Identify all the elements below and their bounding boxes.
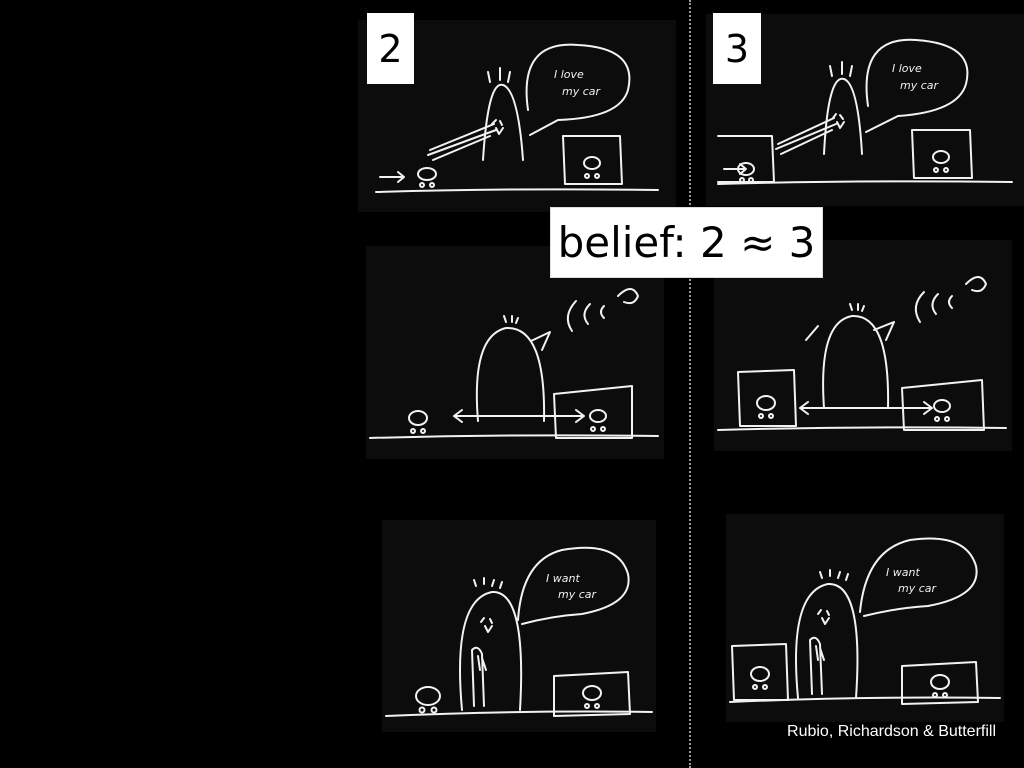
panel-number-2: 2 (367, 13, 414, 84)
sketch-panel-left-2 (366, 246, 664, 459)
column-divider (689, 0, 691, 768)
speech-line-2: my car (900, 79, 940, 92)
sketch-panel-right-3: I want my car (726, 514, 1004, 722)
author-credit: Rubio, Richardson & Butterfill (787, 723, 996, 740)
speech-line-2: my car (562, 85, 602, 98)
speech-line-1: I want (546, 572, 580, 585)
sketch-drawing: I want my car (385, 546, 653, 717)
speech-line-2: my car (558, 588, 598, 601)
sketch-drawing: I want my car (729, 537, 1001, 705)
speech-line-2: my car (898, 582, 938, 595)
speech-line-1: I love (892, 62, 922, 75)
sketch-drawing (369, 288, 659, 439)
speech-line-1: I love (554, 68, 584, 81)
belief-claim-box: belief: 2 ≈ 3 (550, 207, 823, 278)
panel-number-3: 3 (713, 13, 761, 84)
sketch-panel-left-3: I want my car (382, 520, 656, 732)
sketch-drawing: I love my car (375, 43, 659, 193)
sketch-drawing (717, 276, 1007, 431)
speech-line-1: I want (886, 566, 920, 579)
sketch-drawing: I love my car (717, 38, 1013, 185)
